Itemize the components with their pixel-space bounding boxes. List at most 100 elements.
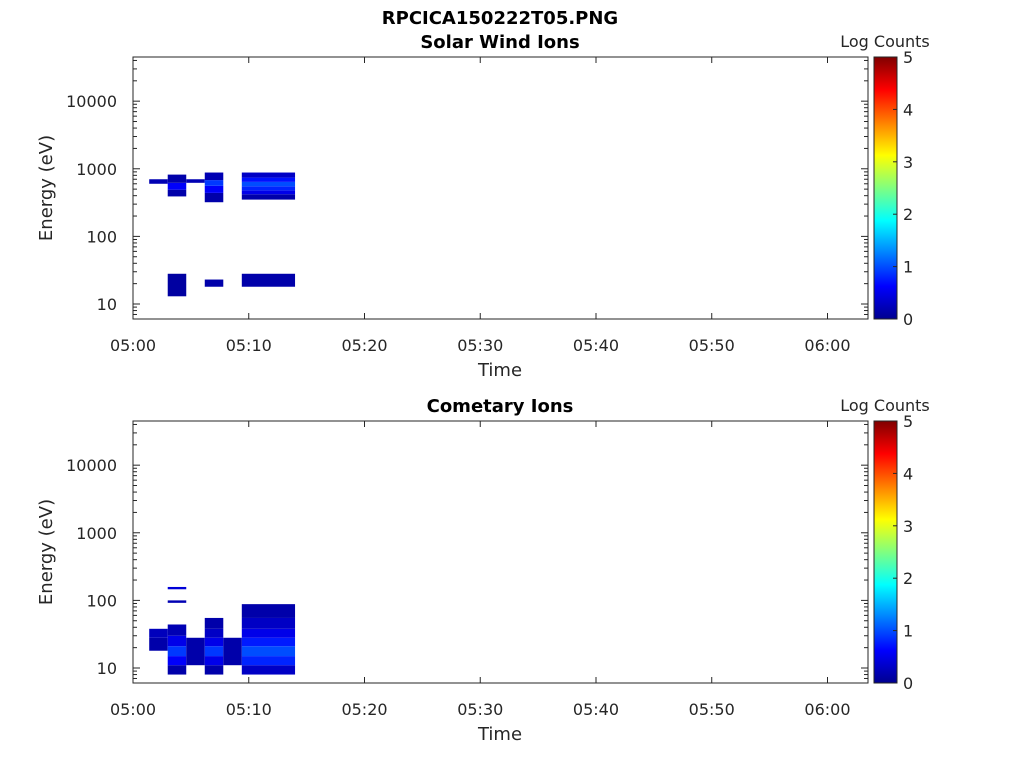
heatmap-cell bbox=[204, 656, 224, 666]
heatmap-cell bbox=[241, 637, 296, 647]
colorbar-label: Log Counts bbox=[840, 32, 930, 51]
x-tick-label: 05:00 bbox=[110, 336, 156, 355]
y-tick-label: 10000 bbox=[66, 456, 117, 475]
y-tick-label: 100 bbox=[86, 227, 117, 246]
heatmap-cell bbox=[241, 190, 296, 195]
x-tick-label: 05:10 bbox=[226, 700, 272, 719]
colorbar bbox=[873, 56, 898, 320]
heatmap-cell bbox=[149, 637, 168, 651]
figure-title: RPCICA150222T05.PNG bbox=[382, 8, 618, 29]
y-tick-label: 10 bbox=[97, 295, 117, 314]
x-axis: 05:00 05:10 05:20 05:30 05:40 05:50 06:00 bbox=[110, 57, 851, 355]
colorbar-tick-label: 2 bbox=[903, 205, 913, 224]
y-axis-label: Energy (eV) bbox=[36, 135, 57, 241]
heatmap-cell bbox=[204, 172, 224, 181]
colorbar-tick-label: 1 bbox=[903, 258, 913, 277]
heatmap-cell bbox=[167, 600, 187, 603]
x-tick-label: 05:30 bbox=[457, 700, 503, 719]
heatmap-cell bbox=[241, 604, 296, 618]
panel-title: Solar Wind Ions bbox=[420, 32, 579, 53]
colorbar-tick-label: 1 bbox=[903, 622, 913, 641]
colorbar bbox=[873, 420, 898, 684]
heatmap-cell bbox=[241, 617, 296, 629]
y-tick-label: 100 bbox=[86, 591, 117, 610]
x-tick-label: 05:20 bbox=[341, 700, 387, 719]
y-axis: 10 100 1000 10000 bbox=[66, 423, 868, 684]
heatmap-cell bbox=[167, 182, 187, 190]
heatmap-cell bbox=[204, 185, 224, 193]
heatmap-cell bbox=[186, 179, 205, 183]
heatmap-cell bbox=[149, 179, 168, 184]
x-tick-label: 05:00 bbox=[110, 700, 156, 719]
heatmap-cell bbox=[241, 665, 296, 675]
heatmap-cells bbox=[149, 586, 296, 675]
y-tick-label: 10000 bbox=[66, 92, 117, 111]
y-axis-label: Energy (eV) bbox=[36, 499, 57, 605]
colorbar-axis: 0 1 2 3 4 5 bbox=[893, 412, 913, 693]
heatmap-cell bbox=[167, 189, 187, 197]
heatmap-cell bbox=[241, 172, 296, 178]
heatmap-cell bbox=[167, 624, 187, 636]
x-tick-label: 05:40 bbox=[573, 336, 619, 355]
y-tick-label: 10 bbox=[97, 659, 117, 678]
colorbar-axis: 0 1 2 3 4 5 bbox=[893, 48, 913, 329]
colorbar-tick-label: 4 bbox=[903, 464, 913, 483]
x-tick-label: 06:00 bbox=[804, 336, 850, 355]
x-tick-label: 05:10 bbox=[226, 336, 272, 355]
colorbar-tick-label: 4 bbox=[903, 100, 913, 119]
heatmap-cell bbox=[167, 646, 187, 657]
heatmap-cell bbox=[204, 192, 224, 203]
panel-cometary: Cometary Ions 05:00 05:10 05:20 05:30 05:40 0… bbox=[36, 396, 930, 745]
heatmap-cell bbox=[241, 181, 296, 187]
heatmap-cell bbox=[223, 637, 242, 666]
heatmap-cell bbox=[186, 637, 205, 666]
heatmap-cell bbox=[241, 194, 296, 200]
heatmap-cell bbox=[204, 180, 224, 186]
colorbar-tick-label: 2 bbox=[903, 569, 913, 588]
heatmap-cells bbox=[149, 172, 296, 297]
plot-frame bbox=[132, 420, 869, 684]
heatmap-cell bbox=[204, 646, 224, 657]
heatmap-cell bbox=[204, 637, 224, 647]
panel-solar-wind: Solar Wind Ions 05:00 05:10 05:20 05:30 05:4… bbox=[36, 32, 930, 381]
heatmap-cell bbox=[241, 177, 296, 182]
y-tick-label: 1000 bbox=[76, 524, 117, 543]
heatmap-cell bbox=[204, 665, 224, 675]
x-tick-label: 05:40 bbox=[573, 700, 619, 719]
x-axis: 05:00 05:10 05:20 05:30 05:40 05:50 06:00 bbox=[110, 421, 851, 719]
colorbar-tick-label: 5 bbox=[903, 48, 913, 67]
plot-frame bbox=[132, 56, 869, 320]
heatmap-cell bbox=[149, 628, 168, 638]
x-axis-label: Time bbox=[477, 724, 522, 745]
x-tick-label: 05:30 bbox=[457, 336, 503, 355]
y-axis: 10 100 1000 10000 bbox=[66, 59, 868, 320]
heatmap-cell bbox=[167, 665, 187, 675]
heatmap-cell bbox=[204, 628, 224, 638]
x-tick-label: 05:20 bbox=[341, 336, 387, 355]
colorbar-tick-label: 0 bbox=[903, 310, 913, 329]
heatmap-cell bbox=[241, 646, 296, 657]
heatmap-cell bbox=[167, 656, 187, 666]
heatmap-cell bbox=[167, 586, 187, 590]
heatmap-cell bbox=[241, 656, 296, 666]
heatmap-cell bbox=[167, 273, 187, 297]
colorbar-tick-label: 5 bbox=[903, 412, 913, 431]
heatmap-cell bbox=[241, 186, 296, 191]
heatmap-cell bbox=[241, 273, 296, 287]
heatmap-cell bbox=[204, 617, 224, 629]
heatmap-cell bbox=[167, 635, 187, 647]
colorbar-label: Log Counts bbox=[840, 396, 930, 415]
x-tick-label: 05:50 bbox=[689, 336, 735, 355]
colorbar-tick-label: 3 bbox=[903, 517, 913, 536]
x-axis-label: Time bbox=[477, 360, 522, 381]
colorbar-tick-label: 0 bbox=[903, 674, 913, 693]
x-tick-label: 05:50 bbox=[689, 700, 735, 719]
heatmap-cell bbox=[241, 628, 296, 638]
heatmap-cell bbox=[167, 174, 187, 183]
y-tick-label: 1000 bbox=[76, 160, 117, 179]
colorbar-tick-label: 3 bbox=[903, 153, 913, 172]
heatmap-cell bbox=[204, 279, 224, 287]
panel-title: Cometary Ions bbox=[427, 396, 574, 417]
x-tick-label: 06:00 bbox=[804, 700, 850, 719]
